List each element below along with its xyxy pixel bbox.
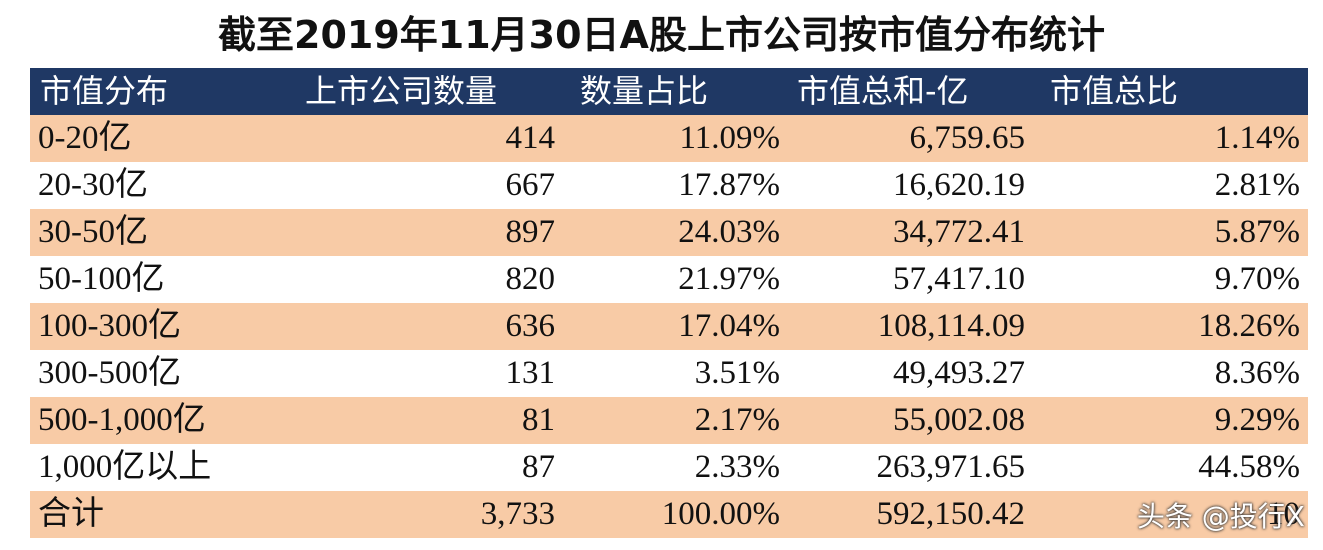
- cell-value: 44.58%: [1198, 449, 1300, 485]
- cell-value: 8.36%: [1214, 355, 1300, 391]
- header-cell: 数量占比: [580, 72, 709, 110]
- cell-value: 414: [505, 120, 556, 156]
- table-row: 100-300亿 636 17.04% 108,114.09 18.26%: [30, 303, 1308, 350]
- table-title: 截至2019年11月30日A股上市公司按市值分布统计: [218, 13, 1105, 57]
- cell-value: 9.70%: [1214, 261, 1300, 297]
- cell-value: 49,493.27: [893, 355, 1025, 391]
- table-row: 50-100亿 820 21.97% 57,417.10 9.70%: [30, 256, 1308, 303]
- cell-value: 57,417.10: [893, 261, 1025, 297]
- cell-value: 16,620.19: [893, 167, 1025, 203]
- row-label: 20-30亿: [38, 167, 148, 203]
- table-row: 30-50亿 897 24.03% 34,772.41 5.87%: [30, 209, 1308, 256]
- cell-value: 55,002.08: [893, 402, 1025, 438]
- cell-value: 87: [522, 449, 555, 485]
- cell-value: 21.97%: [678, 261, 780, 297]
- row-label: 50-100亿: [38, 261, 165, 297]
- table-row: 20-30亿 667 17.87% 16,620.19 2.81%: [30, 162, 1308, 209]
- cell-value: 5.87%: [1214, 214, 1300, 250]
- cell-value: 11.09%: [679, 120, 780, 156]
- table-row: 合计 3,733 100.00% 592,150.42 10: [30, 491, 1308, 538]
- row-label: 1,000亿以上: [38, 449, 212, 485]
- cell-value: 24.03%: [678, 214, 780, 250]
- cell-value: 81: [522, 402, 555, 438]
- row-label: 30-50亿: [38, 214, 148, 250]
- cell-value: 17.04%: [678, 308, 780, 344]
- cell-value: 18.26%: [1198, 308, 1300, 344]
- row-label: 合计: [38, 496, 104, 532]
- cell-value: 2.33%: [694, 449, 780, 485]
- cell-value: 100.00%: [661, 496, 780, 532]
- cell-value: 3.51%: [694, 355, 780, 391]
- cell-value: 636: [505, 308, 556, 344]
- cell-value: 897: [505, 214, 556, 250]
- header-cell: 上市公司数量: [305, 72, 498, 110]
- cell-value: 6,759.65: [909, 120, 1026, 156]
- watermark: 头条 @投行X: [1136, 500, 1305, 533]
- cell-value: 667: [505, 167, 556, 203]
- cell-value: 10: [1267, 496, 1300, 532]
- header-cell: 市值总比: [1050, 72, 1179, 110]
- header-cell: 市值总和-亿: [797, 72, 969, 110]
- header-cell: 市值分布: [40, 72, 169, 110]
- row-label: 300-500亿: [38, 355, 181, 391]
- cell-value: 108,114.09: [877, 308, 1025, 344]
- table-row: 0-20亿 414 11.09% 6,759.65 1.14%: [30, 115, 1308, 162]
- cell-value: 17.87%: [678, 167, 780, 203]
- cell-value: 34,772.41: [893, 214, 1025, 250]
- cell-value: 3,733: [480, 496, 555, 532]
- table-row: 1,000亿以上 87 2.33% 263,971.65 44.58%: [30, 444, 1308, 491]
- table: 市值分布 上市公司数量 数量占比 市值总和-亿 市值总比 0-20亿 414 11.09% 6,…: [30, 68, 1308, 538]
- cell-value: 2.17%: [694, 402, 780, 438]
- cell-value: 1.14%: [1214, 120, 1300, 156]
- cell-value: 2.81%: [1214, 167, 1300, 203]
- cell-value: 820: [505, 261, 556, 297]
- cell-value: 263,971.65: [876, 449, 1026, 485]
- row-label: 500-1,000亿: [38, 402, 206, 438]
- cell-value: 9.29%: [1214, 402, 1300, 438]
- header-row: 市值分布 上市公司数量 数量占比 市值总和-亿 市值总比: [30, 68, 1308, 115]
- cell-value: 592,150.42: [876, 496, 1026, 532]
- table-row: 300-500亿 131 3.51% 49,493.27 8.36%: [30, 350, 1308, 397]
- table-row: 500-1,000亿 81 2.17% 55,002.08 9.29%: [30, 397, 1308, 444]
- cell-value: 131: [505, 355, 556, 391]
- row-label: 100-300亿: [38, 308, 181, 344]
- row-label: 0-20亿: [38, 120, 132, 156]
